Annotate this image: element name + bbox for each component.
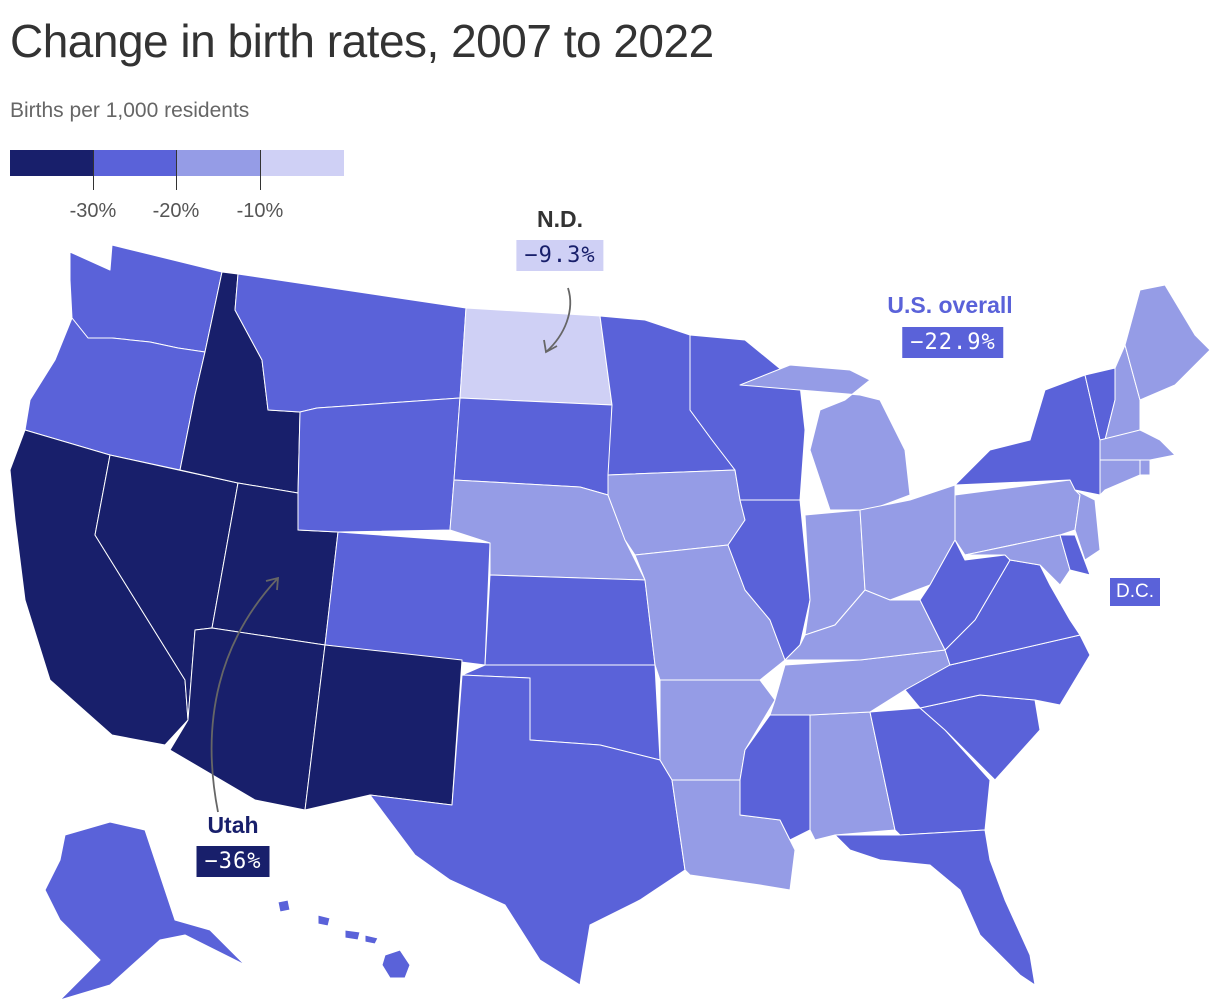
nd-callout-name: N.D.: [537, 206, 583, 232]
state-CT[interactable]: [1099, 459, 1141, 496]
state-HI-3[interactable]: [344, 929, 361, 941]
state-SD[interactable]: [453, 397, 613, 496]
nd-arrowhead: [543, 339, 558, 354]
state-IL[interactable]: [727, 499, 811, 661]
legend-tick-2: [176, 150, 177, 190]
state-HI-1[interactable]: [277, 899, 291, 913]
dc-label: D.C.: [1110, 578, 1160, 606]
state-FL[interactable]: [834, 829, 1036, 986]
legend-swatch-2: [93, 150, 177, 176]
state-HI-4[interactable]: [364, 934, 379, 945]
legend-tick-label-3: -10%: [236, 200, 284, 222]
utah-arrow: [210, 577, 279, 813]
legend-swatch-3: [177, 150, 261, 176]
state-MT[interactable]: [234, 273, 467, 413]
state-MI[interactable]: [739, 364, 911, 511]
chart-subtitle: Births per 1,000 residents: [10, 99, 250, 122]
state-ND[interactable]: [459, 307, 613, 406]
legend-tick-label-2: -20%: [152, 200, 200, 222]
state-IA[interactable]: [607, 469, 746, 556]
legend-swatch-1: [10, 150, 94, 176]
us-callout-name: U.S. overall: [887, 292, 1013, 318]
us-callout-value: −22.9%: [902, 327, 1004, 358]
chart-title: Change in birth rates, 2007 to 2022: [10, 15, 714, 67]
state-KS[interactable]: [484, 574, 656, 666]
state-NM[interactable]: [304, 644, 463, 811]
state-HI-5[interactable]: [381, 949, 411, 979]
legend-tick-1: [93, 150, 94, 190]
state-AK[interactable]: [44, 821, 246, 1001]
utah-callout-value: −36%: [196, 846, 270, 877]
utah-arrowhead: [265, 576, 280, 591]
state-NY[interactable]: [954, 374, 1101, 496]
color-legend: -30% -20% -10%: [10, 150, 344, 240]
us-state-map: [9, 244, 1211, 1001]
state-DE[interactable]: [1059, 534, 1091, 576]
state-AZ[interactable]: [169, 627, 326, 811]
state-HI-2[interactable]: [317, 914, 331, 927]
legend-tick-3: [260, 150, 261, 190]
nd-callout-value: −9.3%: [516, 240, 604, 271]
utah-callout-name: Utah: [207, 812, 259, 838]
legend-swatch-4: [260, 150, 344, 176]
legend-bar: [10, 150, 344, 176]
state-CO[interactable]: [324, 531, 491, 666]
state-WY[interactable]: [297, 397, 461, 533]
state-KY[interactable]: [784, 589, 946, 661]
state-NJ[interactable]: [1074, 489, 1101, 561]
state-WA[interactable]: [69, 244, 223, 353]
state-ME[interactable]: [1124, 284, 1211, 401]
state-RI[interactable]: [1139, 459, 1151, 476]
nd-arrow: [545, 287, 572, 353]
legend-tick-label-1: -30%: [69, 200, 117, 222]
